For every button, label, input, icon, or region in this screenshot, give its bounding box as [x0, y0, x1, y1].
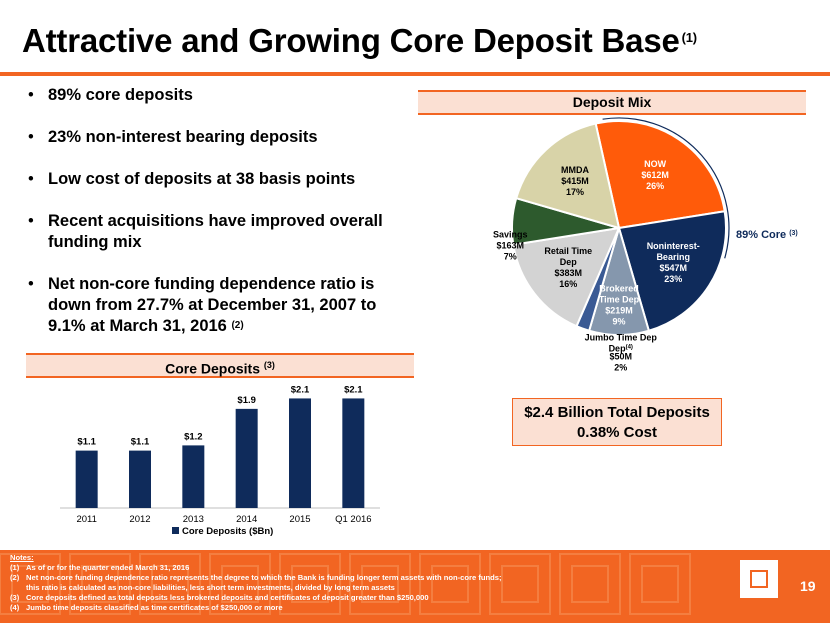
bar-2015 [289, 398, 311, 508]
core-deposits-footnote: (3) [263, 360, 275, 370]
pie-label-4: Retail Time Dep $383M 16% [544, 246, 592, 289]
legend-label: Core Deposits ($Bn) [182, 526, 273, 537]
x-tick-label: 2014 [236, 514, 257, 525]
bullet-item: 23% non-interest bearing deposits [22, 127, 412, 148]
pie-label-jumbo: Jumbo Time Dep Dep(4) $50M 2% [585, 333, 658, 373]
core-bracket [602, 117, 730, 259]
bar-value-label: $2.1 [344, 384, 363, 395]
note-item: (4) Jumbo time deposits classified as tim… [10, 603, 283, 612]
x-tick-label: 2013 [183, 514, 204, 525]
core-deposits-header: Core Deposits (3) [26, 353, 414, 378]
bar-2014 [235, 408, 258, 508]
footer-pattern [0, 553, 691, 615]
bar-2011 [75, 450, 98, 508]
pie-label-6: MMDA $415M 17% [561, 165, 589, 197]
pie-slice-retail-time-dep [512, 226, 621, 328]
page-number: 19 [800, 578, 816, 594]
x-tick-label: 2011 [76, 514, 96, 525]
deposit-mix-header: Deposit Mix [418, 90, 806, 115]
x-tick-label: 2015 [289, 514, 310, 525]
bullet-item: Net non-core funding dependence ratio is… [22, 274, 412, 337]
core-bracket-arc [602, 117, 730, 259]
bullet-item: Recent acquisitions have improved overal… [22, 211, 412, 253]
notes-header: Notes: [10, 553, 34, 562]
deposit-mix-pie-chart: NOW $612M 26% Noninterest-Bearing $547M 23%Br… [493, 117, 798, 373]
bullet-footnote: (2) [231, 320, 244, 331]
cost-line: 0.38% Cost [576, 424, 658, 441]
pie-label-1: Noninterest-Bearing $547M 23% [647, 241, 700, 284]
pie-slice-mmda [515, 122, 621, 230]
bar-value-label: $1.1 [77, 437, 96, 448]
bar-q1-2016 [342, 398, 365, 508]
footer-band [0, 550, 830, 623]
bar-2012 [129, 450, 151, 508]
total-deposits-box: $2.4 Billion Total Deposits 0.38% Cost [512, 398, 722, 446]
page-title: Attractive and Growing Core Deposit Base… [22, 22, 698, 59]
bullet-list: 89% core deposits 23% non-interest beari… [22, 85, 412, 358]
x-tick-label: 2012 [129, 514, 150, 525]
x-tick-label: Q1 2016 [335, 514, 371, 525]
jumbo-footnote: (4) [626, 345, 633, 351]
bar-value-label: $1.1 [131, 437, 150, 448]
total-deposits-line: $2.4 Billion Total Deposits [524, 404, 710, 421]
pie-label-2: Brokered Time Dep $219M 9% [599, 284, 640, 327]
core-label: 89% Core (3) [736, 229, 798, 241]
bank-logo-icon [740, 560, 778, 598]
note-item: (2) Net non-core funding dependence ratio… [10, 573, 502, 582]
bullet-item: Low cost of deposits at 38 basis points [22, 169, 412, 190]
bar-value-label: $1.2 [184, 431, 203, 442]
pie-label-savings: Savings $163M 7% [493, 229, 528, 261]
title-rule [0, 72, 830, 76]
note-item: (3) Core deposits defined as total deposi… [10, 593, 429, 602]
title-footnote: (1) [681, 30, 698, 45]
pie-slice-now [594, 120, 726, 230]
bar-2013 [182, 445, 205, 508]
footnotes: Notes: (1) As of or for the quarter ended… [10, 553, 502, 613]
legend-swatch [172, 527, 179, 534]
core-deposits-bar-chart: $1.1 2011 $1.1 2012 $1.2 2013 $1.9 2014 $2.1 2015… [60, 384, 380, 537]
pie-label-0: NOW $612M 26% [641, 159, 669, 191]
bar-value-label: $2.1 [291, 384, 310, 395]
note-item: (1) As of or for the quarter ended March … [10, 563, 190, 572]
pie-slice-noninterest-bearing [617, 210, 727, 332]
bar-value-label: $1.9 [237, 395, 256, 406]
bullet-item: 89% core deposits [22, 85, 412, 106]
note-item: this ratio is calculated as non-core lia… [26, 583, 395, 592]
